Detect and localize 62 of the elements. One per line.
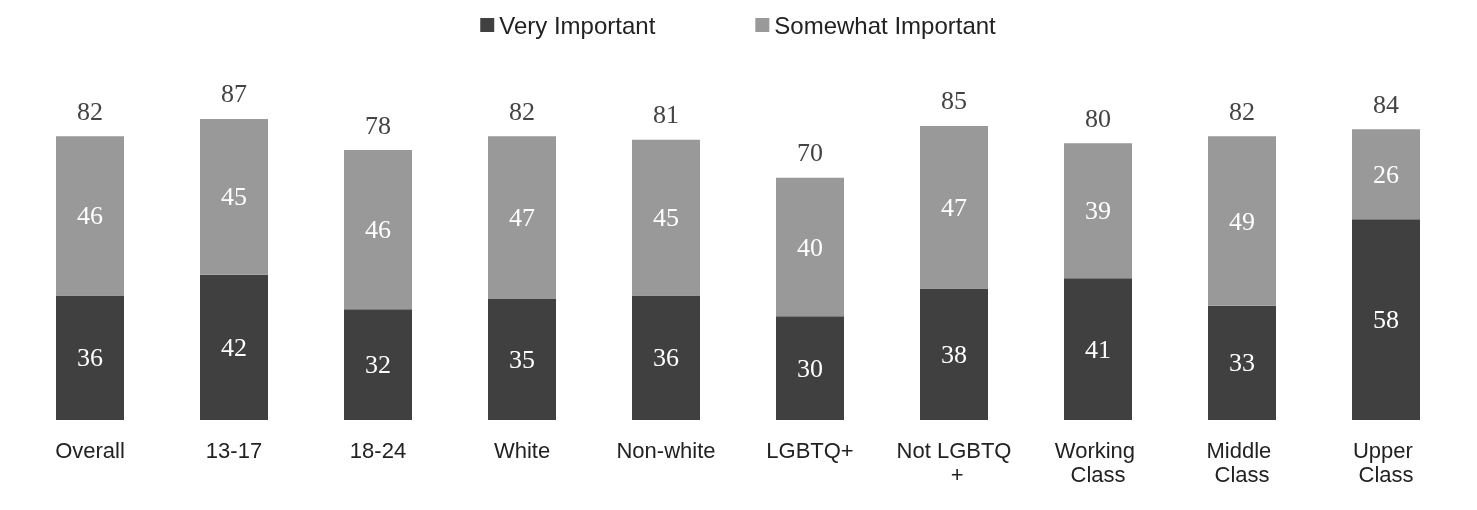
x-tick-label: Overall: [55, 437, 125, 463]
data-label: 45: [653, 203, 679, 233]
total-label: 82: [1229, 96, 1255, 126]
x-tick-label: Middle Class: [1206, 437, 1278, 487]
bar: [920, 288, 988, 420]
x-tick-label: Working Class: [1054, 437, 1142, 487]
data-label: 30: [797, 353, 823, 383]
bar: [56, 295, 124, 420]
total-label: 87: [221, 79, 247, 109]
data-label: 36: [77, 343, 103, 373]
total-label: 84: [1373, 89, 1399, 119]
bar: [344, 150, 412, 310]
data-label: 26: [1373, 159, 1399, 189]
x-tick-label: 13-17: [205, 437, 263, 463]
bar: [1208, 305, 1276, 420]
bar: [488, 136, 556, 299]
data-label: 58: [1373, 305, 1399, 335]
data-label: 33: [1229, 348, 1255, 378]
data-label: 38: [941, 339, 967, 369]
legend-label: Very Important: [499, 11, 656, 39]
bar: [344, 309, 412, 420]
data-label: 46: [365, 215, 391, 245]
data-label: 42: [221, 332, 247, 362]
data-label: 35: [509, 344, 535, 374]
bar: [1352, 219, 1420, 420]
bar: [56, 136, 124, 296]
total-label: 81: [653, 100, 679, 130]
bar: [200, 274, 268, 420]
data-label: 40: [797, 232, 823, 262]
data-label: 39: [1085, 196, 1111, 226]
x-tick-label: Upper Class: [1352, 437, 1420, 487]
x-tick-label: LGBTQ+: [766, 437, 854, 463]
bar: [632, 139, 700, 296]
bar: [488, 298, 556, 420]
bar: [200, 118, 268, 275]
x-tick-label: Not LGBTQ +: [896, 437, 1012, 487]
bar: [1064, 143, 1132, 279]
total-label: 70: [797, 138, 823, 168]
total-label: 78: [365, 110, 391, 140]
data-label: 47: [941, 192, 967, 222]
data-label: 32: [365, 350, 391, 380]
data-label: 47: [509, 203, 535, 233]
total-label: 82: [509, 96, 535, 126]
total-label: 82: [77, 96, 103, 126]
bar: [1352, 129, 1420, 220]
bar: [1208, 136, 1276, 306]
data-label: 36: [653, 343, 679, 373]
bar: [632, 295, 700, 420]
x-tick-label: Non-white: [616, 437, 716, 463]
bar: [920, 125, 988, 289]
bar: [776, 316, 844, 420]
bar: [776, 177, 844, 317]
bar: [1064, 278, 1132, 420]
data-label: 41: [1085, 334, 1111, 364]
x-tick-label: White: [493, 437, 551, 463]
data-label: 46: [77, 201, 103, 231]
legend-label: Somewhat Important: [774, 11, 997, 39]
data-label: 49: [1229, 206, 1255, 236]
data-label: 45: [221, 182, 247, 212]
x-tick-label: 18-24: [349, 437, 407, 463]
total-label: 80: [1085, 103, 1111, 133]
total-label: 85: [941, 86, 967, 116]
